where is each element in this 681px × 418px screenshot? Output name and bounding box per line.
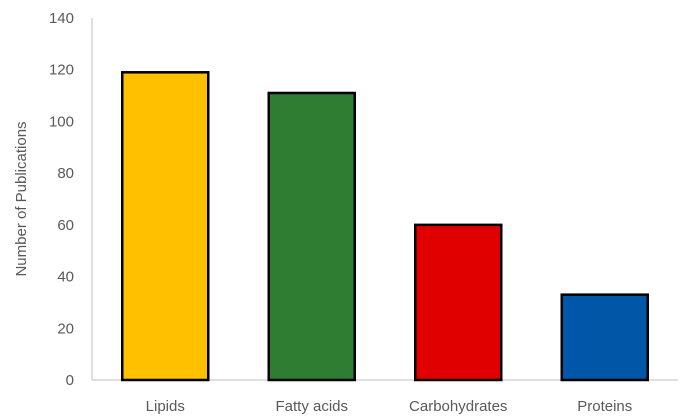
bar-carbohydrates [414,223,503,382]
x-tick-labels: Lipids Fatty acids Carbohydrates Proteins [146,398,633,415]
y-tick-label: 20 [57,320,74,337]
bars [121,71,649,382]
bar-proteins [560,293,649,382]
bar-fatty-acids [267,91,356,382]
bar-lipids [121,71,210,382]
y-tick-label: 80 [57,165,74,182]
y-tick-label: 140 [49,10,74,27]
y-tick-label: 40 [57,269,74,286]
y-tick-labels: 0 20 40 60 80 100 120 140 [49,10,74,389]
category-label: Fatty acids [275,398,348,415]
category-label: Lipids [146,398,185,415]
y-tick-label: 100 [49,113,74,130]
category-label: Carbohydrates [409,398,507,415]
y-tick-label: 120 [49,62,74,79]
y-tick-label: 60 [57,217,74,234]
category-label: Proteins [577,398,632,415]
y-tick-label: 0 [66,372,74,389]
y-axis-title: Number of Publications [13,121,30,276]
